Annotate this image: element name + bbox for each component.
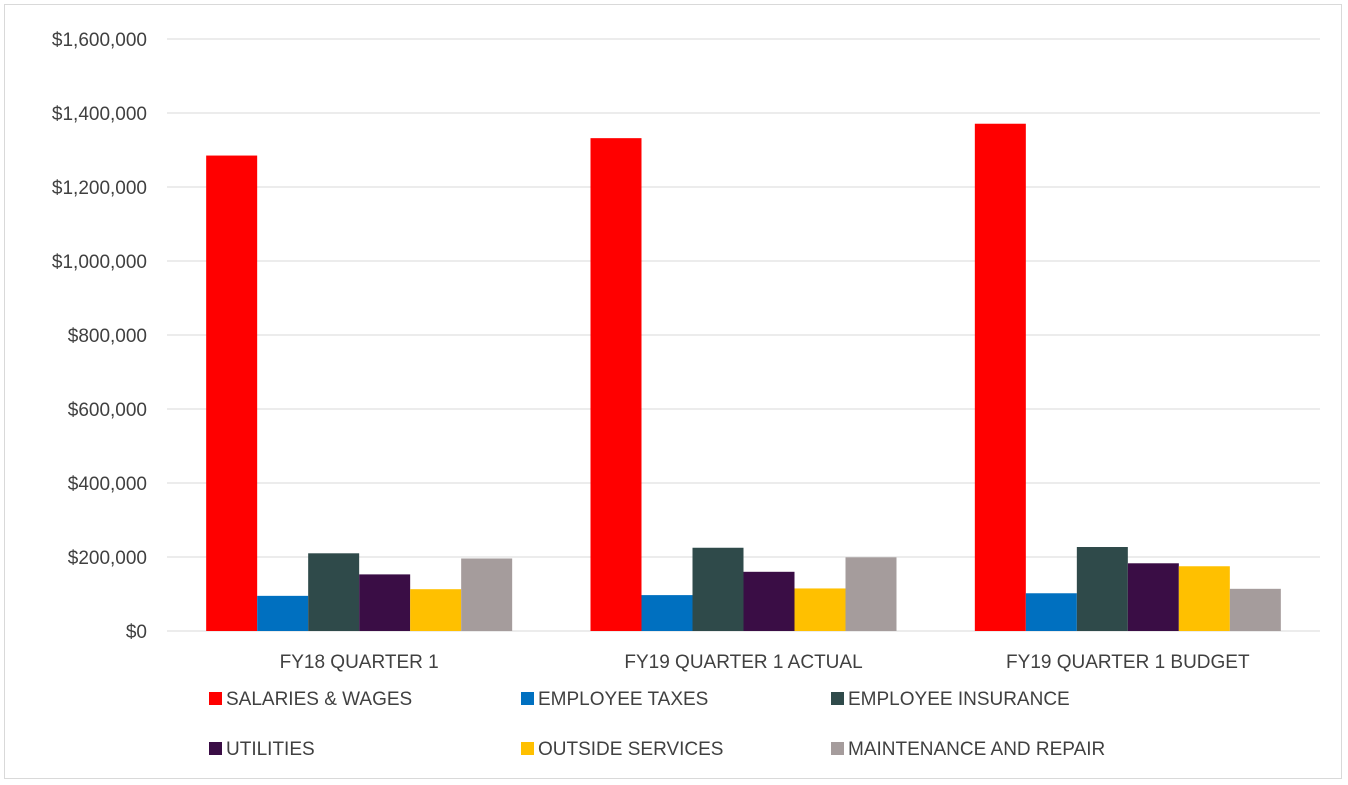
- y-tick-label: $1,200,000: [52, 178, 147, 199]
- bar-4-3: [1127, 563, 1179, 631]
- bar-5-2: [794, 588, 846, 631]
- bar-5-1: [410, 589, 462, 631]
- bar-chart: $0 $200,000 $400,000 $600,000 $800,000 $1,000…: [52, 30, 1320, 760]
- legend-swatch: [521, 692, 534, 705]
- gridlines: [167, 38, 1320, 632]
- y-tick-label: $1,600,000: [52, 30, 147, 51]
- x-category-label: FY19 QUARTER 1 BUDGET: [1006, 652, 1250, 673]
- legend-label: EMPLOYEE INSURANCE: [848, 689, 1070, 710]
- x-axis-categories: FY18 QUARTER 1 FY19 QUARTER 1 ACTUAL FY19 …: [280, 652, 1250, 673]
- bar-6-3: [1229, 588, 1281, 631]
- legend-swatch: [209, 742, 222, 755]
- x-category-label: FY18 QUARTER 1: [280, 652, 439, 673]
- chart-frame: $0 $200,000 $400,000 $600,000 $800,000 $1,000…: [4, 4, 1342, 779]
- bar-1-3: [974, 123, 1026, 631]
- y-tick-label: $1,400,000: [52, 104, 147, 125]
- legend-swatch: [831, 692, 844, 705]
- bar-2-3: [1025, 593, 1077, 631]
- y-axis-ticks: $0 $200,000 $400,000 $600,000 $800,000 $1,000…: [52, 30, 147, 643]
- legend-swatch: [521, 742, 534, 755]
- y-tick-label: $0: [126, 622, 147, 643]
- bar-3-3: [1076, 547, 1128, 631]
- bar-4-1: [359, 574, 411, 631]
- legend: SALARIES & WAGES EMPLOYEE TAXES EMPLOYEE I…: [209, 689, 1105, 760]
- y-tick-label: $800,000: [68, 326, 147, 347]
- bar-4-2: [743, 571, 795, 631]
- y-tick-label: $400,000: [68, 474, 147, 495]
- legend-label: UTILITIES: [226, 739, 315, 760]
- bars: [206, 123, 1281, 632]
- legend-label: EMPLOYEE TAXES: [538, 689, 708, 710]
- bar-6-2: [845, 557, 897, 631]
- legend-label: MAINTENANCE AND REPAIR: [848, 739, 1105, 760]
- y-tick-label: $600,000: [68, 400, 147, 421]
- legend-label: SALARIES & WAGES: [226, 689, 412, 710]
- bar-1-2: [590, 138, 642, 631]
- y-tick-label: $1,000,000: [52, 252, 147, 273]
- bar-5-3: [1178, 566, 1230, 631]
- y-tick-label: $200,000: [68, 548, 147, 569]
- bar-3-1: [308, 553, 360, 631]
- legend-swatch: [209, 692, 222, 705]
- x-category-label: FY19 QUARTER 1 ACTUAL: [624, 652, 862, 673]
- bar-3-2: [692, 547, 744, 631]
- legend-label: OUTSIDE SERVICES: [538, 739, 723, 760]
- legend-swatch: [831, 742, 844, 755]
- bar-6-1: [461, 558, 513, 631]
- bar-2-1: [257, 595, 309, 631]
- bar-2-2: [641, 595, 693, 631]
- bar-1-1: [206, 155, 258, 632]
